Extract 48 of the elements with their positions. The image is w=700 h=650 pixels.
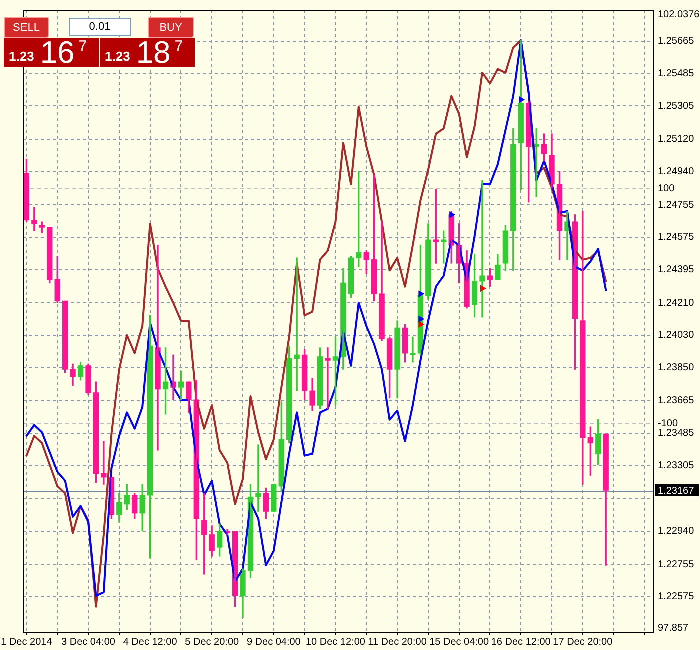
y-tick-label: 1.22755: [658, 559, 695, 570]
y-tick-label: 1.22940: [658, 526, 695, 538]
y3-tick-label: -100: [658, 418, 678, 430]
sell-button: SELL: [4, 17, 49, 38]
x-tick-label: 15 Dec 04:00: [430, 636, 490, 648]
x-tick-label: 9 Dec 04:00: [246, 636, 302, 648]
x-tick-label: 5 Dec 20:00: [185, 636, 240, 648]
buy-price-box: 1.23 18$^{7}$: [100, 38, 195, 67]
point: [519, 96, 526, 104]
y-tick-label: 1.24395: [658, 264, 695, 276]
y-tick-label: 1.24030: [658, 330, 695, 342]
point: [418, 290, 425, 298]
y-tick-label: 1.24940: [658, 166, 695, 178]
y-tick-label: 1.23485: [658, 428, 695, 440]
candlestick: [271, 484, 277, 512]
buy-button: BUY: [148, 17, 194, 38]
y-tick-label: 1.23665: [658, 396, 695, 407]
point: [450, 211, 456, 218]
x-tick-label: 1 Dec 2014: [1, 636, 53, 648]
x-tick-label: 10 Dec 12:00: [306, 636, 366, 648]
x-tick-label: 4 Dec 12:00: [123, 636, 178, 648]
x-tick-label: 3 Dec 04:00: [62, 636, 116, 648]
y-tick-label: 1.25485: [658, 68, 695, 80]
y-tick-label: 1.25120: [658, 134, 695, 146]
y-tick-label: 1.24575: [658, 232, 695, 244]
annotation: 16$^{7}$: [40, 35, 88, 70]
y-tick-label: 1.25665: [658, 36, 695, 48]
annotation: 18$^{7}$: [136, 35, 184, 70]
y2-tick-label: 97.857: [658, 622, 690, 634]
y-tick-label: 1.23305: [658, 460, 695, 472]
annotation: 1.23: [9, 49, 34, 64]
x-tick-label: 11 Dec 20:00: [368, 636, 428, 648]
point: [418, 321, 425, 328]
ref-line-label: 1.23167: [658, 486, 695, 497]
y-tick-label: 1.23850: [658, 362, 695, 374]
y2-tick-label: 102.0376: [658, 10, 700, 21]
x-tick-label: 16 Dec 12:00: [491, 636, 552, 648]
y3-tick-label: 100: [658, 183, 676, 194]
y-tick-label: 1.24210: [658, 298, 695, 309]
y-tick-label: 1.25305: [658, 100, 695, 112]
lot-size-field: 0.01: [69, 18, 131, 36]
y-tick-label: 1.22575: [658, 592, 695, 603]
y-tick-label: 1.24755: [658, 200, 695, 211]
point: [480, 285, 486, 292]
x-tick-label: 17 Dec 20:00: [553, 636, 614, 648]
sell-price-box: 1.23 16$^{7}$: [4, 38, 99, 67]
point: [418, 316, 425, 323]
annotation: 1.23: [105, 49, 130, 64]
